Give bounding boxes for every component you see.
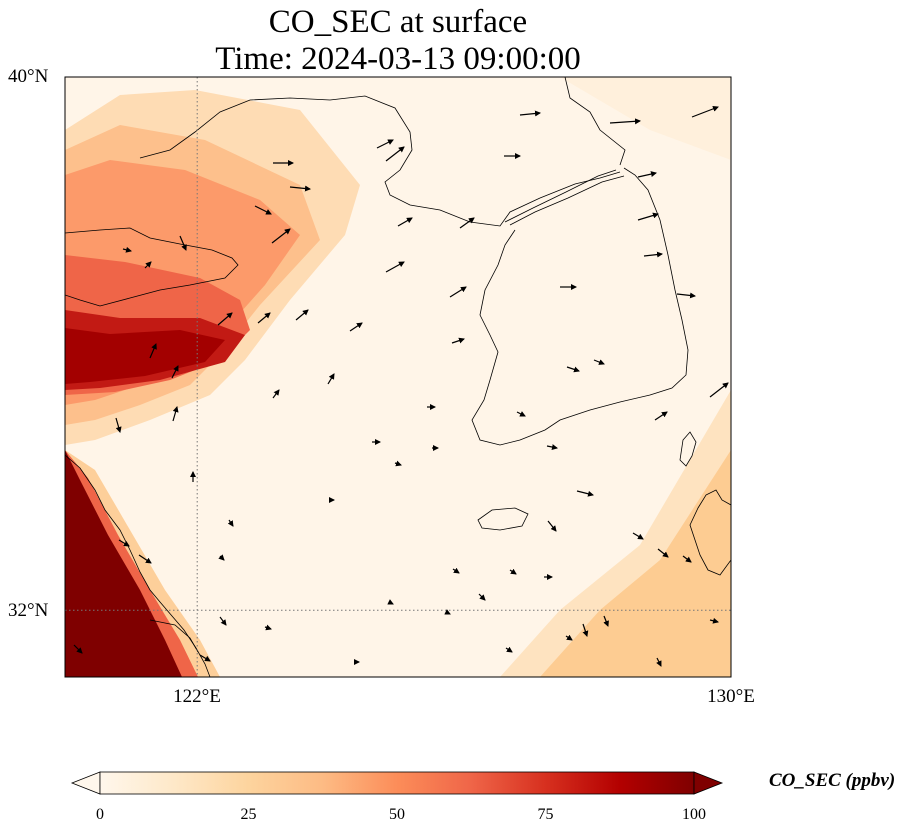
map-frame	[64, 76, 732, 678]
wind-arrow	[264, 624, 272, 631]
wind-arrow	[516, 411, 526, 417]
wind-arrow	[385, 261, 405, 273]
wind-arrow	[643, 251, 663, 258]
wind-arrow	[385, 146, 405, 162]
colorbar-extend-max	[693, 771, 724, 795]
wind-arrow	[509, 568, 517, 575]
wind-arrow	[654, 411, 668, 421]
wind-arrow	[122, 246, 132, 253]
wind-arrow	[452, 567, 460, 574]
wind-arrow	[609, 118, 641, 125]
wind-arrow	[709, 382, 729, 398]
map-title-line1: CO_SEC at surface	[268, 4, 528, 40]
wind-arrow	[376, 139, 394, 149]
wind-arrow	[565, 634, 573, 641]
colorbar-tick-0: 0	[96, 806, 104, 823]
wind-arrow	[73, 644, 83, 654]
wind-arrow	[632, 532, 644, 540]
wind-arrow	[171, 365, 179, 379]
wind-arrow	[118, 539, 130, 547]
wind-arrow	[603, 615, 609, 627]
wind-arrow	[709, 617, 719, 624]
wind-arrow	[218, 554, 225, 561]
colorbar-tick-75: 75	[537, 806, 554, 823]
wind-arrow	[444, 609, 451, 615]
colorbar	[70, 771, 724, 795]
wind-arrow	[505, 646, 513, 653]
lat-label-40: 40°N	[8, 66, 49, 87]
wind-arrow	[115, 417, 122, 433]
wind-arrow	[199, 654, 211, 662]
wind-arrow	[459, 217, 475, 229]
wind-arrow	[254, 205, 272, 215]
wind-arrow	[219, 616, 227, 626]
wind-arrow	[217, 312, 233, 326]
lon-label-130: 130°E	[707, 686, 755, 707]
wind-arrow	[394, 460, 402, 467]
wind-arrow	[547, 520, 557, 532]
wind-arrow	[637, 171, 657, 178]
gridlines	[65, 77, 731, 677]
wind-arrow	[257, 312, 271, 324]
colorbar-tick-100: 100	[682, 806, 706, 823]
wind-arrow	[478, 593, 486, 601]
wind-arrow	[295, 309, 309, 321]
wind-arrow	[451, 337, 465, 344]
wind-arrow	[691, 105, 719, 118]
wind-arrow	[397, 217, 413, 227]
wind-arrow	[576, 490, 594, 497]
wind-arrow	[227, 519, 234, 527]
colorbar-gradient	[99, 771, 695, 795]
lon-label-122: 122°E	[173, 686, 221, 707]
wind-arrow	[582, 623, 589, 637]
wind-arrow	[172, 406, 179, 422]
wind-arrow	[566, 366, 580, 373]
wind-arrow	[271, 228, 291, 244]
wind-arrow	[349, 322, 363, 332]
wind-arrow	[593, 359, 605, 365]
wind-arrow	[656, 657, 662, 667]
wind-arrow	[289, 185, 311, 192]
wind-arrow	[138, 554, 152, 564]
concentration-field	[65, 77, 731, 677]
wind-arrow	[449, 286, 467, 298]
wind-arrow	[657, 548, 669, 558]
colorbar-tick-25: 25	[240, 806, 257, 823]
colorbar-tick-50: 50	[389, 806, 405, 823]
wind-arrow	[149, 343, 157, 359]
colorbar-label: CO_SEC (ppbv)	[769, 770, 896, 791]
wind-arrow	[272, 389, 280, 399]
map-title-line2: Time: 2024-03-13 09:00:00	[215, 41, 581, 77]
wind-arrow	[519, 110, 541, 117]
wind-vectors	[73, 105, 729, 667]
wind-arrow	[144, 261, 152, 269]
wind-arrow	[387, 599, 394, 605]
wind-arrow	[327, 373, 335, 385]
wind-arrow	[682, 555, 692, 563]
coastlines	[65, 77, 731, 677]
colorbar-extend-min	[70, 771, 101, 795]
lat-label-32: 32°N	[8, 600, 49, 621]
wind-arrow	[637, 212, 659, 221]
wind-arrow	[546, 444, 558, 450]
wind-arrow	[676, 292, 696, 299]
wind-arrow	[179, 235, 187, 251]
